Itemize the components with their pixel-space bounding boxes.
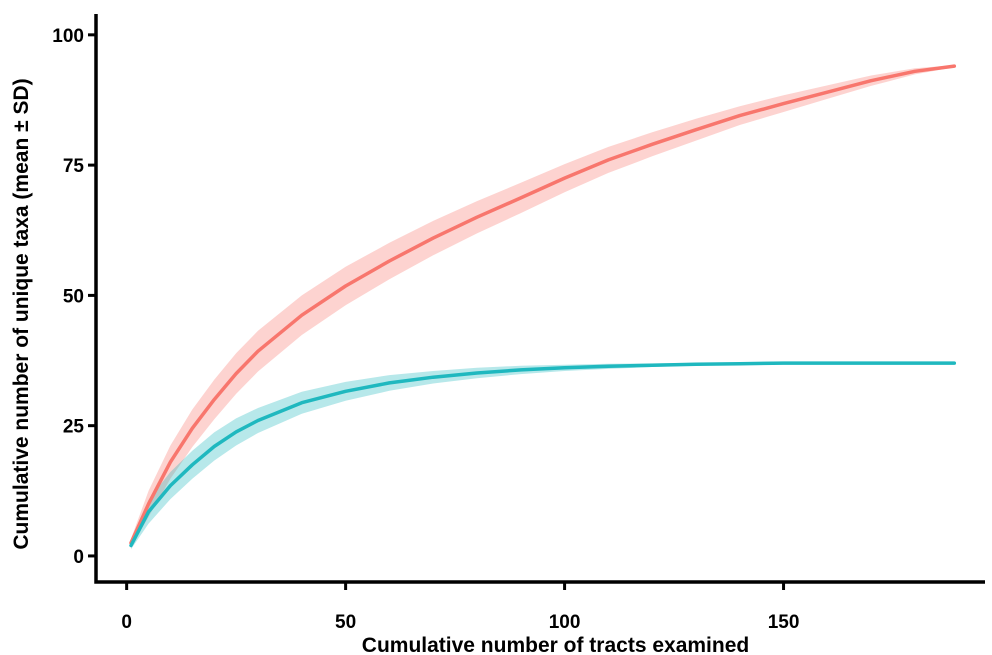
y-tick-label: 75 [63, 156, 85, 177]
y-tick-label: 0 [73, 547, 84, 568]
x-tick-label: 50 [335, 612, 356, 633]
y-axis-ticks: 0 25 50 75 100 [52, 26, 96, 568]
x-tick-label: 100 [549, 612, 581, 633]
y-axis-title: Cumulative number of unique taxa (mean ±… [10, 78, 33, 549]
sd-band-1 [131, 65, 955, 548]
x-tick-label: 150 [768, 612, 800, 633]
x-axis-ticks: 0 50 100 150 [121, 582, 799, 633]
sd-bands [131, 65, 955, 550]
series-line-1 [129, 64, 957, 545]
y-tick-label: 25 [63, 417, 85, 438]
series-line-2 [129, 361, 957, 548]
series-lines [129, 64, 957, 548]
sd-band-2 [131, 362, 955, 550]
x-tick-label: 0 [121, 612, 132, 633]
y-tick-label: 50 [63, 286, 84, 307]
axis-lines [94, 14, 985, 584]
x-axis-title: Cumulative number of tracts examined [362, 634, 749, 655]
y-tick-label: 100 [52, 26, 84, 47]
